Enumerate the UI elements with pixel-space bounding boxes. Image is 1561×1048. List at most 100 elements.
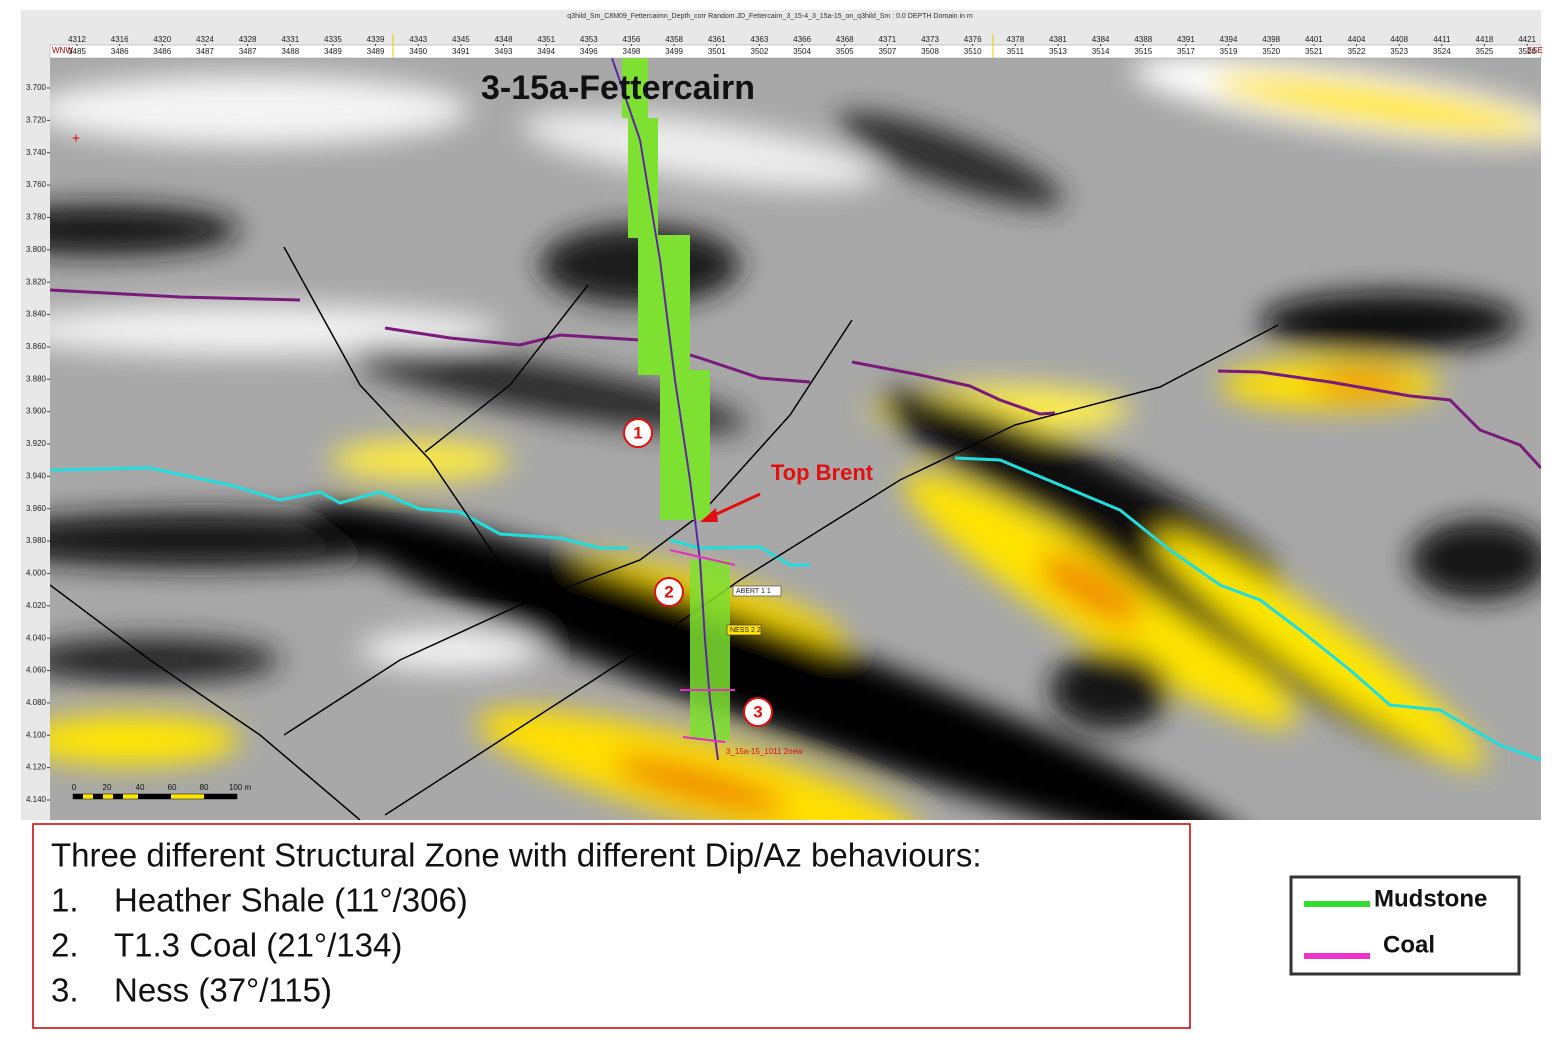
top-axis-label: 3498 bbox=[623, 47, 641, 56]
top-axis-label: 3485 bbox=[68, 47, 86, 56]
zone-circle bbox=[743, 697, 773, 727]
well-log bbox=[611, 57, 761, 761]
top-axis-label: 3526 bbox=[1518, 47, 1536, 56]
top-axis-label: 4358 bbox=[665, 35, 683, 44]
top-axis-label: 3496 bbox=[580, 47, 598, 56]
top-axis-label: 3489 bbox=[324, 47, 342, 56]
top-axis-label: 3488 bbox=[281, 47, 299, 56]
top-axis-label: 3523 bbox=[1390, 47, 1408, 56]
coal-log bbox=[682, 736, 726, 743]
legend-label: Mudstone bbox=[1374, 885, 1487, 912]
scale-label: 80 bbox=[200, 783, 209, 792]
scale-segment bbox=[93, 794, 103, 799]
top-axis-label: 3513 bbox=[1049, 47, 1067, 56]
top-axis-label: 3508 bbox=[921, 47, 939, 56]
fault bbox=[283, 319, 853, 736]
item-text: T1.3 Coal (21°/134) bbox=[114, 927, 402, 964]
zone-markers: 1 2 3 bbox=[623, 418, 773, 727]
top-axis-label: 4411 bbox=[1433, 35, 1451, 44]
horizon bbox=[50, 288, 301, 302]
scale-label: 60 bbox=[168, 783, 177, 792]
top-axis-label: 3510 bbox=[964, 47, 982, 56]
depth-label: 3.940 bbox=[26, 471, 47, 480]
depth-label: 3.760 bbox=[26, 180, 47, 189]
top-axis-label: 3525 bbox=[1476, 47, 1494, 56]
item-text: Ness (37°/115) bbox=[114, 972, 332, 1009]
top-axis-label: 4351 bbox=[537, 35, 555, 44]
axis-strip bbox=[49, 44, 1542, 59]
top-axis-label: 4366 bbox=[793, 35, 811, 44]
well-label: 3_15a-15_1011 2new bbox=[726, 747, 803, 756]
top-axis-label: 4381 bbox=[1049, 35, 1067, 44]
top-axis-label: 4316 bbox=[111, 35, 129, 44]
depth-label: 3.700 bbox=[26, 83, 47, 92]
top-axis-label: 3486 bbox=[153, 47, 171, 56]
zone-number: 3 bbox=[753, 702, 762, 721]
annotation: Top Brent bbox=[771, 460, 874, 485]
scale-label: 0 bbox=[72, 783, 77, 792]
top-axis-label: 4356 bbox=[623, 35, 641, 44]
amplitude bbox=[309, 502, 1251, 820]
depth-label: 3.800 bbox=[26, 245, 47, 254]
top-axis-label: 4353 bbox=[580, 35, 598, 44]
top-axis-label: 4331 bbox=[281, 35, 299, 44]
scale-label: 40 bbox=[136, 783, 145, 792]
depth-label: 4.040 bbox=[26, 633, 47, 642]
amplitude bbox=[50, 638, 280, 682]
item-number: 1. bbox=[51, 882, 79, 919]
depth-label: 3.780 bbox=[26, 213, 47, 222]
zone-number: 2 bbox=[664, 582, 673, 601]
crosshair: + bbox=[72, 130, 80, 146]
top-axis-label: 4324 bbox=[196, 35, 214, 44]
marker-box bbox=[726, 624, 762, 636]
scale-ticks: 0 20 40 60 80 100 m bbox=[72, 783, 252, 792]
amplitude bbox=[360, 630, 540, 670]
top-axis-label: 4384 bbox=[1092, 35, 1110, 44]
zone-number: 1 bbox=[633, 423, 642, 442]
top-axis-label: 3507 bbox=[878, 47, 896, 56]
scale-segment bbox=[204, 794, 237, 799]
top-axis-label: 3487 bbox=[196, 47, 214, 56]
amplitude bbox=[1260, 292, 1520, 352]
top-axis-label: 4320 bbox=[153, 35, 171, 44]
horizon bbox=[851, 360, 1056, 416]
depth-label: 4.000 bbox=[26, 569, 47, 578]
amplitude bbox=[330, 440, 510, 480]
top-axis-label: 3502 bbox=[751, 47, 769, 56]
top-axis-label: 3505 bbox=[836, 47, 854, 56]
mudstone-log bbox=[690, 560, 730, 740]
header-title: q3hild_Sm_C8M09_Fettercaimn_Depth_corr R… bbox=[567, 13, 973, 20]
amplitude bbox=[521, 111, 879, 189]
top-axis-label: 4378 bbox=[1006, 35, 1024, 44]
top-axis-label: 3493 bbox=[495, 47, 513, 56]
top-axis-label: 3489 bbox=[367, 47, 385, 56]
top-axis-label: 4361 bbox=[708, 35, 726, 44]
top-axis-label: 3520 bbox=[1262, 47, 1280, 56]
horizon bbox=[954, 456, 1541, 762]
depth-label: 3.720 bbox=[26, 115, 47, 124]
zone-circle bbox=[654, 577, 684, 607]
amplitude bbox=[50, 715, 240, 765]
depth-label: 3.960 bbox=[26, 504, 47, 513]
mudstone-log bbox=[622, 58, 648, 118]
scale-segment bbox=[113, 794, 123, 799]
marker-box bbox=[732, 585, 782, 597]
top-axis-label: 3515 bbox=[1134, 47, 1152, 56]
top-axis-label: 4368 bbox=[836, 35, 854, 44]
amplitude bbox=[1038, 553, 1142, 627]
interpretation bbox=[50, 246, 1541, 820]
depth-label: 4.140 bbox=[26, 795, 47, 804]
depth-label: 3.860 bbox=[26, 342, 47, 351]
scale-segment bbox=[138, 794, 171, 799]
top-axis-label: 3499 bbox=[665, 47, 683, 56]
text-heading: Three different Structural Zone with dif… bbox=[51, 837, 982, 874]
amplitude bbox=[50, 305, 500, 355]
top-axis-label: 3494 bbox=[537, 47, 555, 56]
depth-label: 4.080 bbox=[26, 698, 47, 707]
amplitude bbox=[50, 75, 470, 145]
top-axis-label: 4401 bbox=[1305, 35, 1323, 44]
horizon bbox=[669, 538, 810, 567]
well-name: 3-15a-Fettercairn bbox=[481, 69, 755, 107]
top-axis-label: 4398 bbox=[1262, 35, 1280, 44]
